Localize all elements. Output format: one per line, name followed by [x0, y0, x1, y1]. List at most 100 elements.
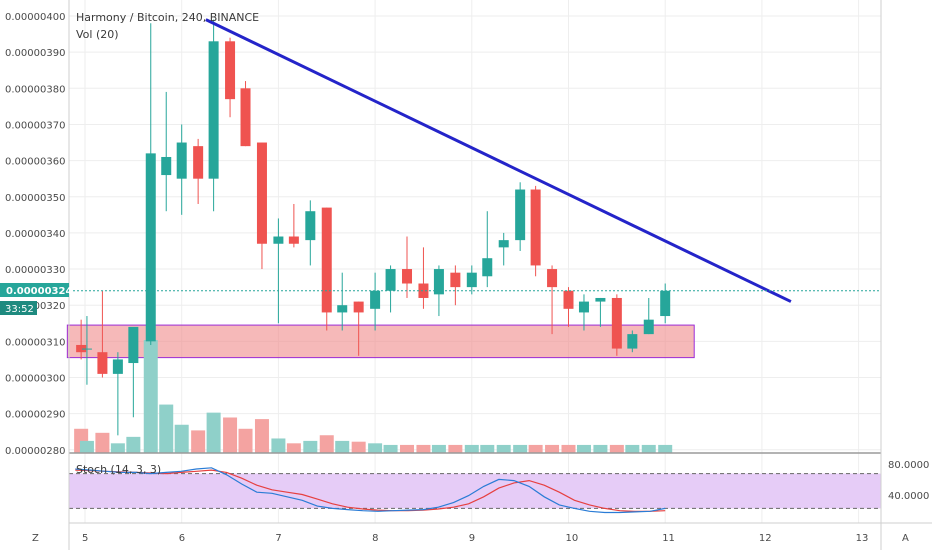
trendline[interactable]	[205, 18, 792, 303]
candle-body	[450, 272, 461, 288]
auto-scale-button[interactable]: A	[902, 533, 909, 544]
candle-body	[128, 326, 139, 364]
chart-legend: Harmony / Bitcoin, 240, BINANCE	[76, 11, 259, 24]
volume-bar	[416, 444, 431, 453]
volume-bar	[206, 412, 221, 453]
volume-bar	[254, 419, 269, 453]
volume-bar	[576, 444, 591, 453]
volume-bar	[238, 428, 253, 453]
volume-bar	[528, 444, 543, 453]
candle-body	[530, 189, 541, 266]
candle-body	[145, 153, 156, 342]
volume-bar	[271, 438, 286, 453]
candle-body	[660, 290, 671, 317]
volume-bars	[74, 340, 673, 453]
time-tick-label: 12	[759, 533, 772, 544]
exchange: BINANCE	[210, 11, 259, 24]
candle-body	[273, 236, 284, 244]
candle-body	[547, 269, 558, 288]
support-zone-rect[interactable]	[66, 324, 695, 359]
volume-bar	[303, 440, 318, 453]
trendline-layer[interactable]	[205, 18, 792, 303]
candle-body	[578, 301, 589, 313]
volume-bar	[335, 440, 350, 453]
current-price-label: 0.00000324	[6, 286, 72, 297]
candle-body	[433, 269, 444, 295]
candle-body	[627, 334, 638, 349]
volume-bar	[143, 340, 158, 453]
stoch-axis: 80.0000 40.0000	[888, 460, 929, 502]
stoch-legend: Stoch (14, 3, 3)	[76, 463, 161, 476]
current-price-badge: 0.00000324 33:52	[0, 283, 72, 315]
candle-body	[176, 142, 187, 179]
candle-body	[161, 156, 172, 176]
candle-body	[321, 207, 332, 313]
price-tick-label: 0.00000290	[5, 410, 65, 421]
volume-bar	[561, 444, 576, 453]
candle-body	[193, 146, 204, 179]
price-tick-label: 0.00000280	[5, 446, 65, 457]
volume-bar	[126, 436, 141, 453]
price-badge-bg	[0, 283, 69, 297]
price-tick-label: 0.00000390	[5, 48, 65, 59]
time-tick-label: 6	[179, 533, 185, 544]
volume-bar	[658, 444, 673, 453]
volume-bar	[159, 404, 174, 453]
volume-bar	[319, 435, 334, 453]
candle-body	[337, 305, 348, 313]
volume-bar	[609, 444, 624, 453]
price-tick-label: 0.00000350	[5, 193, 65, 204]
candle-body	[595, 297, 606, 302]
interval: 240	[182, 11, 203, 24]
time-tick-label: 11	[662, 533, 675, 544]
stoch-d-line	[75, 469, 666, 512]
candle-body	[112, 359, 123, 374]
price-tick-label: 0.00000400	[5, 12, 65, 23]
volume-legend: Vol (20)	[76, 28, 119, 41]
candle-body	[402, 269, 413, 284]
price-tick-label: 0.00000380	[5, 84, 65, 95]
candle-body	[466, 272, 477, 288]
price-tick-label: 0.00000300	[5, 374, 65, 385]
candle-body	[370, 290, 381, 309]
candle-body	[225, 41, 236, 100]
price-tick-label: 0.00000340	[5, 229, 65, 240]
time-axis[interactable]: 5 6 7 8 9 10 11 12 13	[82, 533, 868, 544]
stoch-tick-80: 80.0000	[888, 460, 929, 471]
volume-bar	[351, 441, 366, 453]
candle-body	[385, 269, 396, 291]
countdown-bg	[0, 301, 37, 315]
price-tick-label: 0.00000360	[5, 157, 65, 168]
candle-body	[611, 297, 622, 349]
time-tick-label: 5	[82, 533, 88, 544]
stoch-lines	[75, 467, 666, 514]
price-tick-label: 0.00000310	[5, 337, 65, 348]
volume-bar	[448, 444, 463, 453]
candle-body	[81, 348, 92, 350]
symbol-name: Harmony / Bitcoin	[76, 11, 175, 24]
candle-body	[208, 41, 219, 179]
candle-body	[515, 189, 526, 241]
candle-body	[498, 240, 509, 248]
volume-bar	[95, 432, 110, 453]
time-tick-label: 10	[566, 533, 579, 544]
volume-bar	[286, 443, 301, 453]
volume-bar	[641, 444, 656, 453]
volume-bar	[368, 443, 383, 453]
volume-bar	[191, 430, 206, 453]
time-tick-label: 8	[372, 533, 378, 544]
candle-body	[482, 258, 493, 277]
time-tick-label: 7	[275, 533, 281, 544]
candle-body	[353, 301, 364, 313]
zoom-reset-button[interactable]: Z	[32, 533, 39, 544]
volume-bar	[545, 444, 560, 453]
stoch-k-line	[75, 467, 666, 514]
volume-bar	[174, 424, 189, 453]
volume-bar	[496, 444, 511, 453]
volume-bar	[400, 444, 415, 453]
candle-body	[643, 319, 654, 335]
price-tick-label: 0.00000330	[5, 265, 65, 276]
price-axis[interactable]: 0.00000400 0.00000390 0.00000380 0.00000370…	[5, 12, 65, 457]
support-zone	[66, 324, 695, 359]
